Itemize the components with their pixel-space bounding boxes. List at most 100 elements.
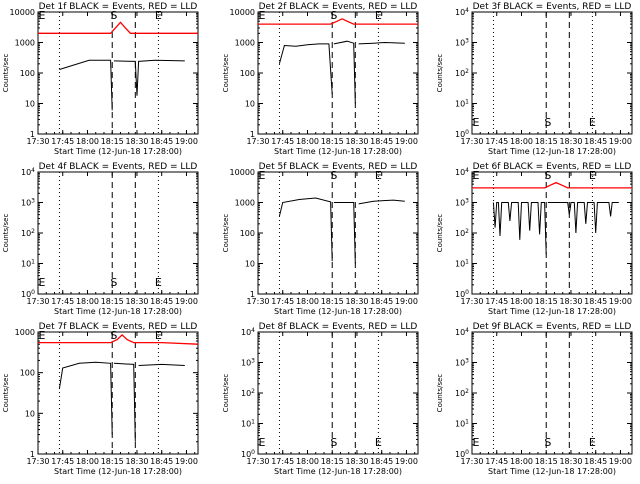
marker-label-end: E <box>589 436 596 449</box>
plot-frame <box>37 171 199 295</box>
y-tick-label: 103 <box>455 358 469 368</box>
panel-title: Det 8f BLACK = Events, RED = LLD <box>259 322 418 332</box>
x-tick-label: 18:15 <box>101 457 124 466</box>
x-tick-label: 18:15 <box>535 297 558 306</box>
x-axis-label: Start Time (12-Jun-18 17:28:00) <box>488 147 616 156</box>
x-axis-label: Start Time (12-Jun-18 17:28:00) <box>488 307 616 316</box>
y-tick-exponent: 3 <box>251 358 255 365</box>
x-tick-label: 18:15 <box>321 457 344 466</box>
y-tick-label: 103 <box>21 198 35 208</box>
x-tick-label: 17:45 <box>271 137 294 146</box>
y-tick-label: 1 <box>250 130 255 139</box>
x-tick-label: 19:00 <box>609 297 632 306</box>
x-tick-label: 17:30 <box>246 457 269 466</box>
y-tick-exponent: 3 <box>465 358 469 365</box>
plot-frame <box>37 11 199 135</box>
y-tick-exponent: 0 <box>251 449 255 456</box>
y-tick-label: 104 <box>455 7 469 17</box>
y-tick-exponent: 1 <box>465 99 469 106</box>
marker-label-s: S <box>110 276 117 289</box>
y-tick-label: 101 <box>21 259 35 269</box>
x-tick-label: 17:30 <box>460 137 483 146</box>
x-tick-label: 17:45 <box>485 137 508 146</box>
x-tick-label: 18:15 <box>321 137 344 146</box>
y-tick-exponent: 4 <box>251 327 255 334</box>
panel-title: Det 2f BLACK = Events, RED = LLD <box>259 2 418 12</box>
x-tick-label: 18:15 <box>321 297 344 306</box>
marker-label-start: E <box>39 276 46 289</box>
marker-label-s: S <box>544 116 551 129</box>
y-tick-exponent: 3 <box>465 198 469 205</box>
y-tick-label: 102 <box>455 68 469 78</box>
y-tick-label: 100 <box>240 229 255 238</box>
x-tick-label: 18:30 <box>559 297 582 306</box>
lld-series-line <box>258 18 418 25</box>
y-tick-exponent: 2 <box>31 228 35 235</box>
x-tick-label: 18:00 <box>296 137 319 146</box>
y-tick-label: 10 <box>245 100 255 109</box>
x-tick-label: 18:15 <box>101 137 124 146</box>
y-tick-exponent: 2 <box>251 388 255 395</box>
x-tick-label: 19:00 <box>609 457 632 466</box>
x-tick-label: 18:30 <box>125 297 148 306</box>
y-tick-label: 1000 <box>15 39 35 48</box>
x-tick-label: 17:45 <box>51 137 74 146</box>
y-tick-label: 100 <box>455 289 469 299</box>
x-tick-label: 18:45 <box>150 297 173 306</box>
y-tick-label: 100 <box>20 69 35 78</box>
panel-title: Det 7f BLACK = Events, RED = LLD <box>39 322 198 332</box>
x-axis-label: Start Time (12-Jun-18 17:28:00) <box>54 147 182 156</box>
x-tick-label: 18:30 <box>559 457 582 466</box>
x-tick-label: 18:30 <box>125 137 148 146</box>
marker-label-s: S <box>110 9 117 22</box>
x-tick-label: 18:45 <box>370 297 393 306</box>
x-tick-label: 18:00 <box>76 137 99 146</box>
y-tick-label: 103 <box>455 38 469 48</box>
x-tick-label: 19:00 <box>395 297 418 306</box>
y-tick-label: 104 <box>455 327 469 337</box>
x-tick-label: 18:45 <box>370 457 393 466</box>
x-tick-label: 18:45 <box>584 297 607 306</box>
marker-label-start: E <box>473 436 480 449</box>
y-tick-label: 101 <box>455 99 469 109</box>
y-axis-label: Counts/sec <box>436 374 444 413</box>
marker-label-end: E <box>375 169 382 182</box>
y-tick-exponent: 4 <box>465 7 469 14</box>
lld-series-line <box>38 334 199 345</box>
x-axis-label: Start Time (12-Jun-18 17:28:00) <box>54 467 182 476</box>
x-tick-label: 18:30 <box>345 137 368 146</box>
x-tick-label: 18:00 <box>76 457 99 466</box>
y-tick-exponent: 1 <box>251 419 255 426</box>
y-tick-label: 1 <box>30 130 35 139</box>
y-tick-exponent: 1 <box>465 419 469 426</box>
y-tick-exponent: 3 <box>31 198 35 205</box>
y-tick-exponent: 2 <box>465 228 469 235</box>
x-tick-label: 18:30 <box>345 297 368 306</box>
y-tick-exponent: 2 <box>465 388 469 395</box>
x-tick-label: 17:30 <box>246 297 269 306</box>
panel-title: Det 3f BLACK = Events, RED = LLD <box>473 2 632 12</box>
x-tick-label: 18:30 <box>559 137 582 146</box>
y-tick-label: 104 <box>455 167 469 177</box>
y-tick-exponent: 0 <box>31 289 35 296</box>
x-axis-label: Start Time (12-Jun-18 17:28:00) <box>54 307 182 316</box>
y-tick-exponent: 4 <box>465 327 469 334</box>
x-tick-label: 19:00 <box>175 457 198 466</box>
x-tick-label: 17:30 <box>26 457 49 466</box>
x-axis-label: Start Time (12-Jun-18 17:28:00) <box>274 467 402 476</box>
lld-series-line <box>38 21 198 34</box>
events-series-line <box>278 40 405 104</box>
y-tick-exponent: 0 <box>465 449 469 456</box>
y-tick-exponent: 4 <box>465 167 469 174</box>
y-tick-exponent: 0 <box>465 289 469 296</box>
y-tick-label: 102 <box>21 228 35 238</box>
events-series-line <box>492 202 619 255</box>
plot-frame <box>471 171 633 295</box>
panel-title: Det 9f BLACK = Events, RED = LLD <box>473 322 632 332</box>
x-tick-label: 18:00 <box>296 457 319 466</box>
events-series-line <box>278 197 405 264</box>
marker-label-end: E <box>155 276 162 289</box>
plot-frame <box>257 331 419 455</box>
marker-label-start: E <box>259 169 266 182</box>
